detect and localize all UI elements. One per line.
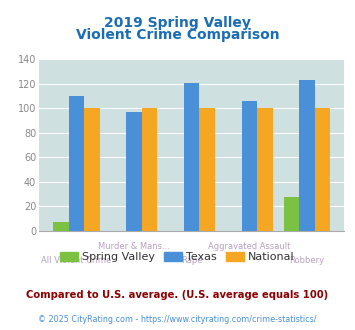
Bar: [315, 109, 331, 231]
Text: All Violent Crime: All Violent Crime: [41, 255, 111, 265]
Bar: [184, 83, 200, 231]
Bar: [299, 80, 315, 231]
Bar: [257, 109, 273, 231]
Text: Murder & Mans...: Murder & Mans...: [98, 242, 170, 251]
Bar: [242, 101, 257, 231]
Bar: [142, 109, 157, 231]
Text: Violent Crime Comparison: Violent Crime Comparison: [76, 28, 279, 42]
Legend: Spring Valley, Texas, National: Spring Valley, Texas, National: [56, 248, 299, 267]
Bar: [126, 112, 142, 231]
Text: Robbery: Robbery: [290, 255, 325, 265]
Text: 2019 Spring Valley: 2019 Spring Valley: [104, 16, 251, 30]
Text: Compared to U.S. average. (U.S. average equals 100): Compared to U.S. average. (U.S. average …: [26, 290, 329, 300]
Bar: [53, 222, 69, 231]
Text: © 2025 CityRating.com - https://www.cityrating.com/crime-statistics/: © 2025 CityRating.com - https://www.city…: [38, 315, 317, 324]
Bar: [69, 96, 84, 231]
Text: Rape: Rape: [181, 255, 202, 265]
Bar: [284, 197, 299, 231]
Text: Aggravated Assault: Aggravated Assault: [208, 242, 291, 251]
Bar: [200, 109, 215, 231]
Bar: [84, 109, 100, 231]
